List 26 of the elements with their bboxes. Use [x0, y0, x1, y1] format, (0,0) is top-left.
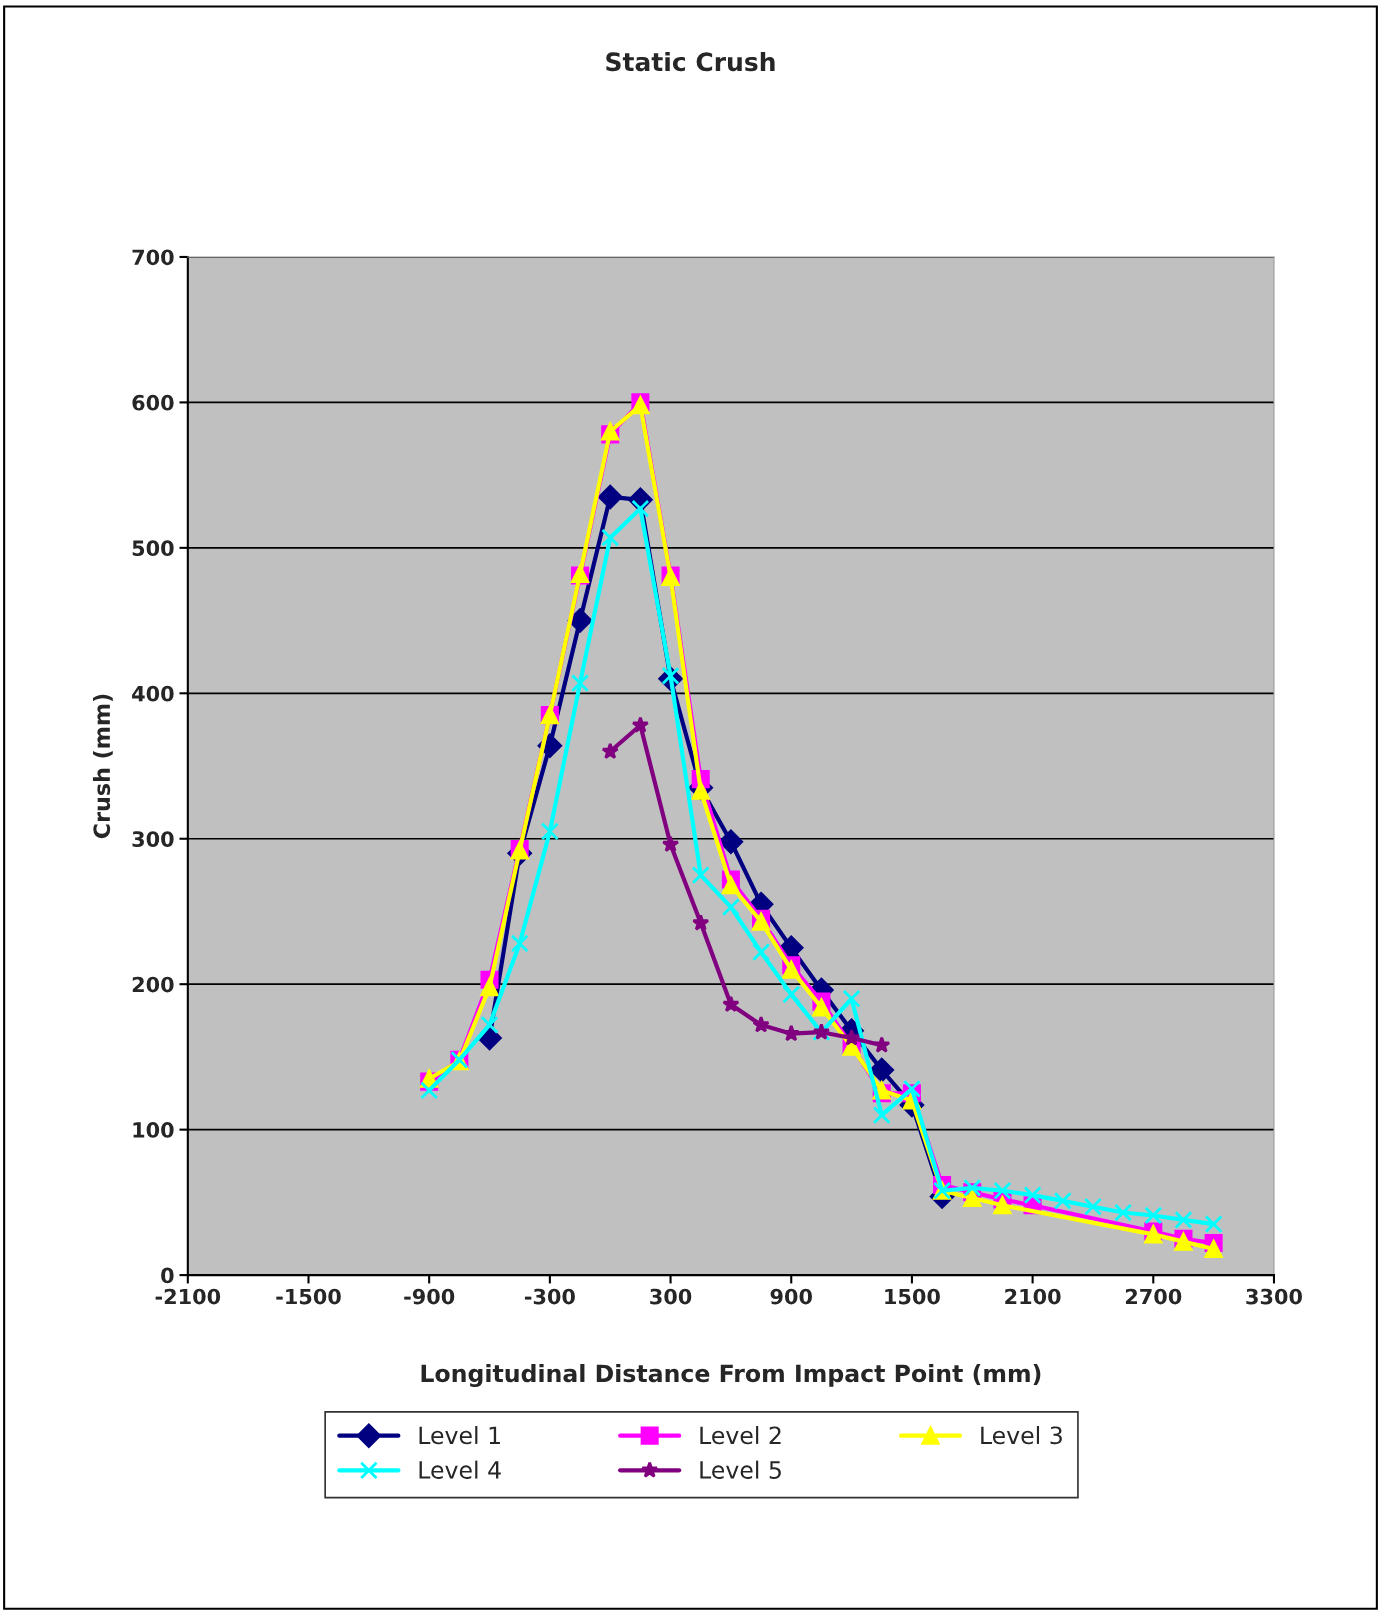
- x-tick-label: -1500: [276, 1288, 341, 1305]
- y-tick-label: 100: [133, 1122, 174, 1138]
- x-tick-label: 3300: [1246, 1288, 1302, 1305]
- y-tick-label: 300: [132, 831, 174, 847]
- chart-title: Static Crush: [606, 51, 775, 72]
- x-tick-label: -300: [524, 1288, 575, 1305]
- legend-label: Level 3: [981, 1425, 1062, 1445]
- legend-label: Level 5: [700, 1460, 781, 1479]
- x-tick-label: 2700: [1125, 1288, 1182, 1305]
- x-tick-label: -900: [404, 1288, 455, 1305]
- x-tick-label: 900: [770, 1288, 812, 1305]
- x-tick-label: 300: [650, 1288, 692, 1305]
- x-tick-label: -2100: [155, 1288, 221, 1305]
- legend-label: Level 2: [700, 1425, 781, 1445]
- y-tick-label: 700: [132, 249, 174, 266]
- y-tick-label: 0: [161, 1267, 174, 1284]
- y-tick-label: 600: [132, 394, 174, 411]
- x-tick-label: 1500: [885, 1288, 940, 1305]
- y-tick-label: 400: [132, 685, 174, 702]
- legend-label: Level 4: [419, 1460, 501, 1479]
- legend-label: Level 1: [419, 1425, 500, 1445]
- x-tick-label: 2100: [1005, 1288, 1061, 1305]
- x-axis-title: Longitudinal Distance From Impact Point (mm): [421, 1364, 1041, 1388]
- y-axis-title: Crush (mm): [92, 694, 113, 839]
- y-tick-label: 200: [132, 976, 174, 993]
- y-tick-label: 500: [132, 540, 174, 557]
